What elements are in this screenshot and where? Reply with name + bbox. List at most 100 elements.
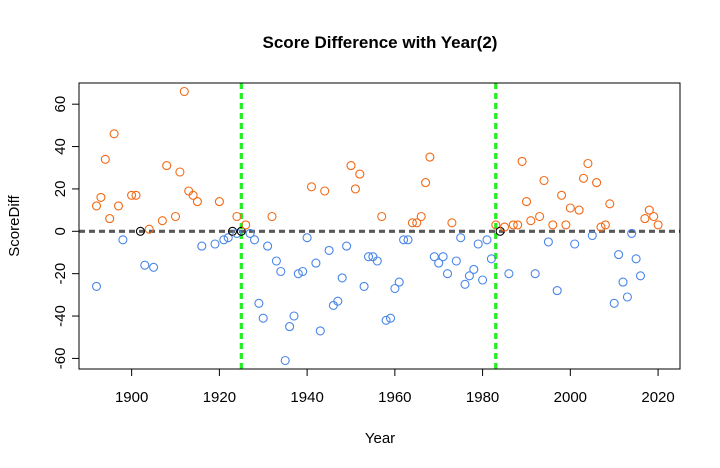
y-tick-label-40: 40 bbox=[52, 138, 69, 155]
data-point-11 bbox=[140, 260, 150, 270]
data-point-58 bbox=[359, 281, 369, 291]
data-point-103 bbox=[557, 190, 567, 200]
y-tick-label-60: 60 bbox=[52, 96, 69, 113]
data-point-76 bbox=[438, 252, 448, 262]
data-point-96 bbox=[526, 216, 536, 226]
data-point-124 bbox=[649, 211, 659, 222]
data-point-9 bbox=[131, 190, 141, 200]
data-point-20 bbox=[188, 190, 198, 200]
data-point-86 bbox=[482, 235, 492, 245]
data-point-108 bbox=[578, 173, 589, 183]
data-point-39 bbox=[276, 266, 286, 277]
data-point-14 bbox=[157, 216, 167, 226]
data-point-120 bbox=[631, 254, 641, 264]
data-point-122 bbox=[640, 214, 650, 224]
data-point-119 bbox=[627, 228, 637, 238]
data-point-104 bbox=[561, 220, 571, 230]
data-point-117 bbox=[618, 277, 628, 287]
data-point-57 bbox=[355, 169, 365, 179]
data-point-54 bbox=[342, 241, 352, 251]
data-point-12 bbox=[144, 224, 154, 234]
data-point-111 bbox=[592, 178, 602, 188]
data-point-100 bbox=[543, 237, 553, 247]
data-point-10 bbox=[135, 226, 145, 236]
data-point-109 bbox=[583, 158, 593, 169]
data-point-65 bbox=[390, 283, 400, 294]
data-point-81 bbox=[460, 279, 470, 289]
data-point-69 bbox=[407, 218, 417, 228]
data-point-77 bbox=[442, 269, 453, 279]
data-point-27 bbox=[227, 226, 238, 236]
data-point-85 bbox=[478, 275, 488, 285]
plot-frame bbox=[78, 82, 681, 370]
data-point-74 bbox=[429, 252, 439, 262]
data-point-33 bbox=[249, 235, 260, 245]
y-axis: -60 -40 -20 0 20 40 60 bbox=[52, 96, 80, 369]
data-point-75 bbox=[434, 258, 444, 268]
data-point-79 bbox=[451, 256, 461, 266]
x-tick-label-1960: 1960 bbox=[378, 389, 411, 406]
data-point-83 bbox=[469, 264, 479, 274]
data-point-78 bbox=[447, 218, 457, 228]
data-point-53 bbox=[337, 273, 347, 283]
data-point-17 bbox=[175, 167, 185, 177]
data-point-41 bbox=[285, 322, 295, 332]
data-point-82 bbox=[464, 271, 474, 281]
data-point-28 bbox=[232, 211, 242, 222]
data-point-21 bbox=[192, 197, 202, 207]
data-point-36 bbox=[263, 241, 273, 251]
x-tick-label-1980: 1980 bbox=[466, 389, 499, 406]
data-point-59 bbox=[363, 252, 374, 262]
data-point-72 bbox=[421, 178, 431, 188]
data-point-99 bbox=[539, 175, 549, 186]
data-point-114 bbox=[605, 199, 615, 209]
data-point-121 bbox=[635, 271, 646, 281]
x-tick-label-1920: 1920 bbox=[203, 389, 236, 406]
data-point-31 bbox=[241, 220, 251, 230]
data-point-68 bbox=[403, 235, 413, 245]
data-point-44 bbox=[298, 266, 308, 277]
data-point-101 bbox=[548, 220, 558, 230]
data-point-34 bbox=[254, 298, 264, 308]
data-point-61 bbox=[372, 256, 382, 266]
data-point-110 bbox=[587, 230, 597, 241]
data-point-1 bbox=[91, 281, 102, 291]
data-point-19 bbox=[184, 186, 194, 196]
data-point-87 bbox=[486, 254, 496, 264]
data-point-45 bbox=[302, 233, 312, 243]
data-point-112 bbox=[596, 222, 606, 232]
data-point-16 bbox=[170, 211, 181, 222]
data-point-25 bbox=[219, 235, 229, 245]
x-axis: 1900 1920 1940 1960 1980 2000 2020 bbox=[115, 368, 675, 406]
data-point-62 bbox=[377, 211, 387, 222]
data-point-91 bbox=[504, 269, 514, 279]
data-point-15 bbox=[162, 161, 172, 171]
data-point-52 bbox=[333, 296, 343, 306]
x-tick-label-2020: 2020 bbox=[641, 389, 674, 406]
data-points bbox=[91, 86, 663, 366]
data-point-5 bbox=[109, 129, 119, 139]
data-point-35 bbox=[258, 313, 268, 323]
data-point-113 bbox=[600, 220, 610, 230]
data-point-6 bbox=[113, 201, 124, 211]
data-point-24 bbox=[214, 197, 224, 207]
data-point-63 bbox=[381, 315, 391, 325]
y-tick-label-0: 0 bbox=[52, 227, 69, 235]
data-point-102 bbox=[552, 286, 562, 296]
data-point-80 bbox=[456, 233, 466, 243]
chart-title: Score Difference with Year(2) bbox=[263, 33, 498, 52]
data-point-92 bbox=[508, 220, 518, 230]
x-tick-label-1900: 1900 bbox=[115, 389, 148, 406]
data-point-67 bbox=[399, 235, 409, 245]
data-point-66 bbox=[394, 277, 404, 287]
data-point-93 bbox=[513, 220, 523, 230]
data-point-8 bbox=[127, 190, 137, 200]
data-point-95 bbox=[521, 197, 532, 207]
reference-lines bbox=[79, 83, 680, 369]
data-point-47 bbox=[311, 258, 321, 268]
data-point-2 bbox=[96, 192, 106, 202]
x-tick-label-2000: 2000 bbox=[554, 389, 587, 406]
data-point-0 bbox=[91, 201, 102, 211]
data-point-30 bbox=[236, 226, 246, 236]
